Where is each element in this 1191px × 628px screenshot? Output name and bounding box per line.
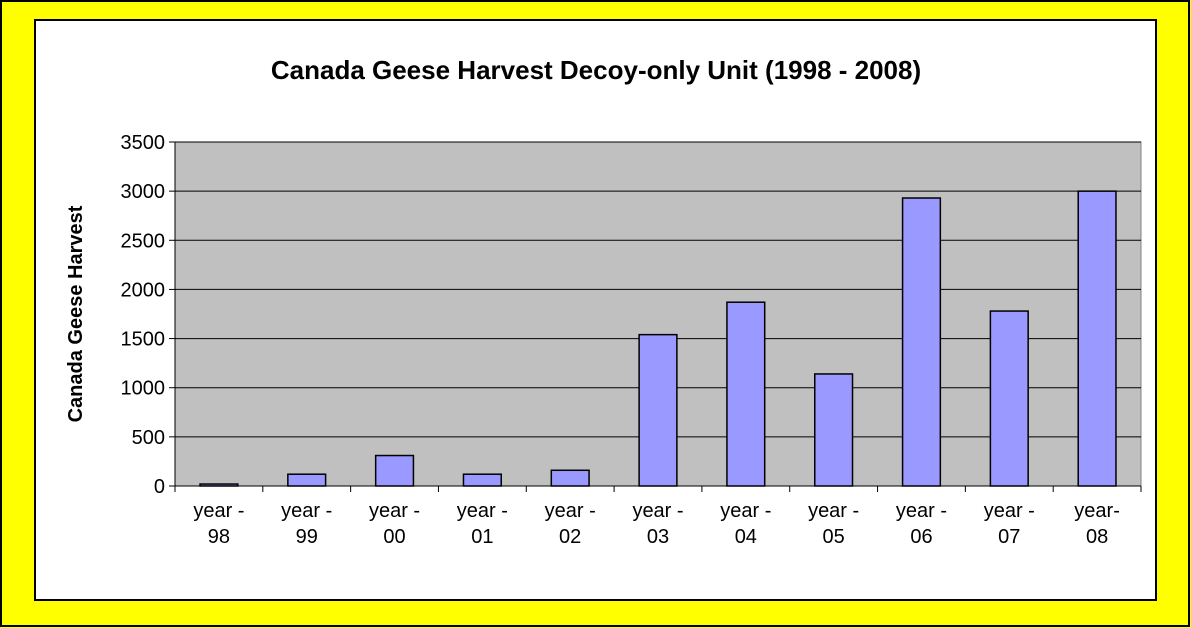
x-tick-label: year - 00 xyxy=(368,500,421,548)
bar xyxy=(989,310,1029,487)
bar xyxy=(726,301,766,487)
bar xyxy=(638,333,678,487)
x-tick-label: year - 05 xyxy=(808,500,860,548)
bar xyxy=(287,473,327,487)
x-tick-label: year - 02 xyxy=(544,500,596,548)
y-axis-label: Canada Geese Harvest xyxy=(65,205,87,422)
y-tick-label: 2500 xyxy=(121,230,166,252)
x-tick-label: year - 99 xyxy=(281,500,333,548)
y-tick-label: 0 xyxy=(154,476,165,498)
x-tick-label: year - 07 xyxy=(983,500,1035,548)
y-tick-label: 1500 xyxy=(121,329,166,351)
x-tick-label: year- 08 xyxy=(1074,500,1120,548)
bar xyxy=(1077,190,1117,487)
x-tick-label: year - 01 xyxy=(456,500,508,548)
bar xyxy=(901,197,942,487)
bar xyxy=(814,373,854,487)
chart-title: Canada Geese Harvest Decoy-only Unit (19… xyxy=(271,55,921,85)
bar xyxy=(374,454,415,487)
bar xyxy=(462,473,502,487)
y-tick-label: 2000 xyxy=(121,279,166,301)
y-tick-label: 3500 xyxy=(121,132,166,154)
x-tick-label: year - 06 xyxy=(895,500,948,548)
x-tick-label: year - 98 xyxy=(193,500,245,548)
x-tick-label: year - 03 xyxy=(632,500,684,548)
y-tick-label: 500 xyxy=(132,427,165,449)
y-tick-label: 1000 xyxy=(121,378,166,400)
x-tick-label: year - 04 xyxy=(720,500,772,548)
y-tick-label: 3000 xyxy=(121,181,166,203)
bar xyxy=(550,469,590,487)
